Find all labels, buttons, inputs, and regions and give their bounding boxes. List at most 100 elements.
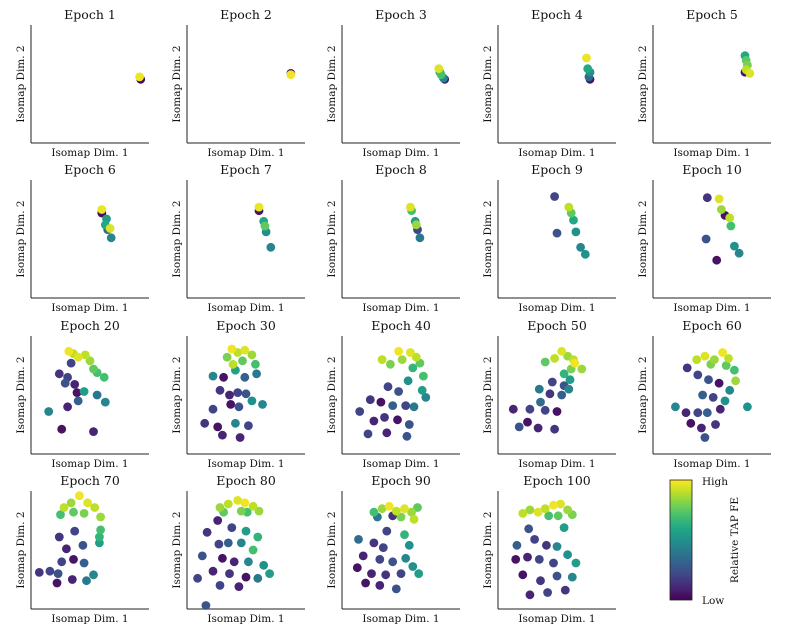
scatter-point [396, 512, 406, 522]
scatter-point [730, 241, 739, 251]
y-axis-label: Isomap Dim. 2 [637, 356, 649, 433]
scatter-point [401, 553, 411, 563]
x-axis-label: Isomap Dim. 1 [518, 147, 595, 159]
scatter-point [79, 558, 89, 568]
scatter-point [394, 387, 403, 396]
scatter-point [580, 249, 590, 259]
scatter-point [89, 570, 98, 580]
scatter-point [384, 501, 394, 511]
scatter-point [57, 557, 67, 567]
scatter-point [213, 422, 223, 432]
scatter-point [79, 509, 89, 518]
scatter-point [369, 538, 379, 548]
scatter-point [576, 242, 585, 252]
colorbar-high-label: High [702, 476, 728, 488]
scatter-point [702, 193, 712, 203]
scatter-point [518, 570, 528, 580]
scatter-point [524, 524, 534, 534]
scatter-point [400, 504, 409, 514]
scatter-point [553, 511, 563, 521]
scatter-point [542, 540, 551, 550]
scatter-point [201, 601, 211, 610]
scatter-point [571, 227, 581, 237]
scatter-point [247, 396, 257, 406]
scatter-point [417, 385, 427, 395]
scatter-point [227, 344, 237, 354]
scatter-point [73, 352, 83, 362]
subplot-16: Epoch 70 Isomap Dim. 1 Isomap Dim. 2 [15, 473, 149, 625]
scatter-point [533, 423, 543, 433]
x-axis-label: Isomap Dim. 1 [362, 147, 439, 159]
scatter-point [202, 527, 212, 537]
scatter-point [682, 363, 692, 373]
scatter-point [702, 408, 712, 418]
scatter-point [421, 393, 431, 402]
scatter-point [530, 535, 539, 544]
scatter-point [523, 417, 532, 427]
scatter-point [234, 402, 244, 412]
scatter-point [715, 404, 725, 414]
subplot-4: Epoch 4 Isomap Dim. 1 Isomap Dim. 2 [482, 7, 616, 159]
scatter-point [434, 64, 444, 74]
scatter-point [241, 572, 251, 582]
scatter-point [377, 504, 387, 514]
scatter-point [547, 377, 557, 387]
x-axis-label: Isomap Dim. 1 [51, 613, 128, 625]
scatter-point [248, 501, 258, 511]
scatter-point [382, 526, 392, 536]
subplot-9: Epoch 9 Isomap Dim. 1 Isomap Dim. 2 [482, 162, 616, 314]
scatter-point [721, 361, 731, 370]
scatter-point [382, 428, 392, 438]
x-axis-label: Isomap Dim. 1 [673, 302, 750, 314]
subplot-title: Epoch 1 [64, 7, 116, 22]
scatter-point [550, 424, 559, 434]
scatter-point [244, 421, 253, 431]
scatter-point [564, 202, 574, 212]
scatter-point [401, 401, 411, 410]
scatter-point [200, 418, 210, 428]
scatter-point [59, 503, 69, 512]
scatter-point [90, 503, 100, 512]
y-axis-label: Isomap Dim. 2 [637, 200, 649, 277]
subplot-title: Epoch 6 [64, 162, 116, 177]
scatter-point [563, 550, 572, 560]
scatter-point [97, 205, 107, 214]
scatter-point [388, 401, 398, 410]
subplot-8: Epoch 8 Isomap Dim. 1 Isomap Dim. 2 [326, 162, 460, 314]
y-axis-label: Isomap Dim. 2 [15, 356, 27, 433]
scatter-point [266, 242, 276, 252]
scatter-point [197, 551, 207, 561]
scatter-point [567, 572, 577, 582]
subplot-title: Epoch 40 [371, 318, 431, 333]
scatter-point [536, 576, 545, 586]
subplot-title: Epoch 30 [216, 318, 276, 333]
scatter-point [525, 505, 535, 515]
scatter-point [540, 357, 550, 367]
scatter-point [236, 538, 246, 548]
scatter-point [286, 70, 296, 79]
scatter-point [259, 560, 269, 570]
scatter-point [218, 553, 227, 563]
subplot-title: Epoch 80 [216, 473, 276, 488]
scatter-point [698, 390, 707, 400]
scatter-point [557, 346, 567, 356]
scatter-point [238, 356, 247, 366]
scatter-point [254, 506, 264, 516]
scatter-point [355, 407, 365, 416]
scatter-point [419, 371, 428, 381]
scatter-point [388, 557, 398, 567]
scatter-point [69, 555, 78, 564]
subplot-3: Epoch 3 Isomap Dim. 1 Isomap Dim. 2 [326, 7, 460, 159]
subplot-12: Epoch 30 Isomap Dim. 1 Isomap Dim. 2 [171, 318, 305, 470]
scatter-point [550, 192, 559, 201]
scatter-point [229, 557, 239, 567]
scatter-point [394, 346, 403, 356]
scatter-point [391, 506, 401, 516]
scatter-point [730, 365, 739, 375]
scatter-point [375, 555, 385, 564]
scatter-point [697, 423, 706, 433]
scatter-point [378, 543, 388, 552]
scatter-point [253, 532, 263, 542]
scatter-point [66, 498, 76, 508]
